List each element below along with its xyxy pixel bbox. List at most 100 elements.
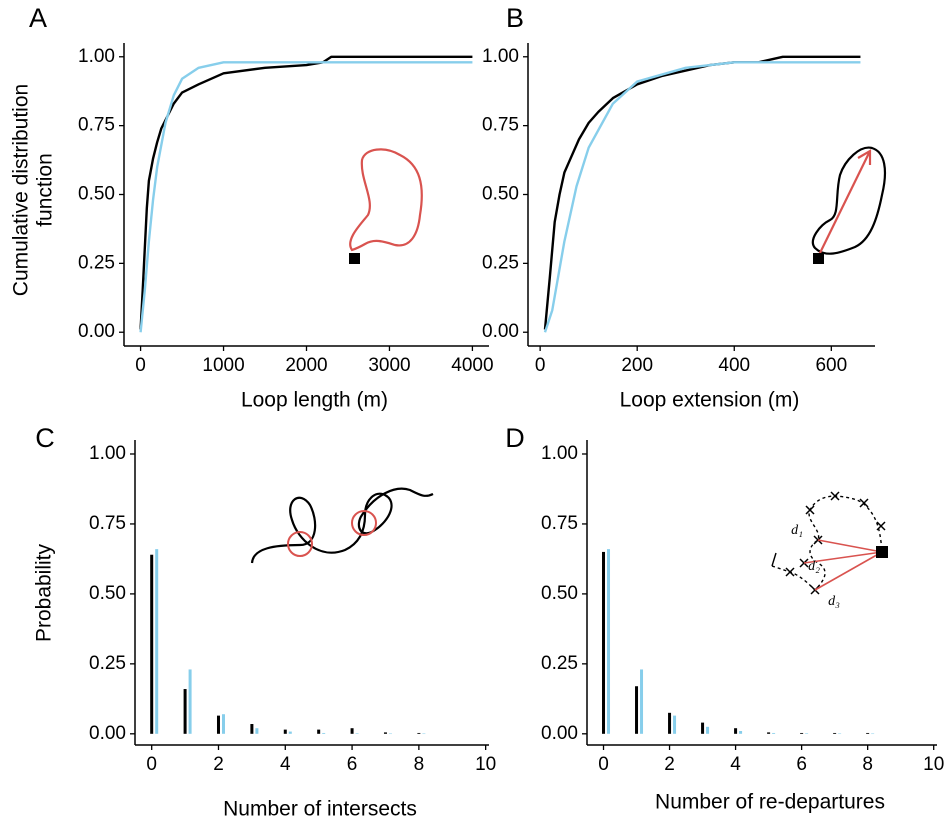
x-tick-label: 600 <box>815 355 847 376</box>
x-tick-label: 6 <box>347 754 358 775</box>
y-tick-label: 1.00 <box>78 46 115 67</box>
bar <box>734 728 738 734</box>
bar <box>150 554 154 734</box>
inset-loop <box>349 148 423 264</box>
bar <box>767 732 771 734</box>
x-tick-label: 1000 <box>202 355 244 376</box>
bar <box>772 732 776 734</box>
bar <box>607 549 611 734</box>
x-tick-label: 4 <box>730 754 741 775</box>
y-axis-title: Probability <box>33 543 56 642</box>
x-axis-title: Number of re-departures <box>655 791 885 814</box>
panel: 0.00 0.25 0.50 0.75 1.00 0 2 4 6 8 10 Number of int… <box>33 423 497 820</box>
inset-redepartures: d₁ d₂ d₃ <box>771 491 888 609</box>
panel: 0.00 0.25 0.50 0.75 1.00 0 2 4 6 8 10 Number of re-… <box>505 423 944 813</box>
bar <box>422 733 426 735</box>
panel-letter: D <box>505 423 525 453</box>
y-tick-label: 0.25 <box>89 653 126 674</box>
inset-label: d₁ <box>791 523 803 538</box>
bar <box>701 722 705 734</box>
x-tick-label: 400 <box>718 355 750 376</box>
x-tick-label: 8 <box>862 754 873 775</box>
y-tick-label: 0.00 <box>541 723 578 744</box>
x-tick-label: 4 <box>280 754 291 775</box>
bar <box>317 729 321 734</box>
x-tick-label: 2 <box>664 754 675 775</box>
y-tick-label: 0.50 <box>78 184 115 205</box>
x-tick-label: 0 <box>598 754 609 775</box>
bar <box>383 732 387 734</box>
x-tick-label: 4000 <box>451 355 493 376</box>
panel-letter: B <box>506 3 524 33</box>
y-tick-label: 0.00 <box>89 723 126 744</box>
inset-label: d₂ <box>808 559 820 574</box>
y-tick-label: 0.25 <box>78 252 115 273</box>
bar <box>417 732 421 734</box>
x-tick-label: 2000 <box>285 355 327 376</box>
bar <box>250 724 254 734</box>
y-tick-label: 0.25 <box>541 653 578 674</box>
inset-label: d₃ <box>828 594 840 609</box>
x-tick-label: 200 <box>621 355 653 376</box>
bar <box>739 731 743 734</box>
bar <box>800 732 804 734</box>
cdf-line <box>139 61 473 333</box>
panel: 0.00 0.25 0.50 0.75 1.00 0 1000 2000 3000 4000 Loo… <box>10 3 494 411</box>
panel: 0.00 0.25 0.50 0.75 1.00 0 200 400 600 Loop exten… <box>482 3 875 412</box>
x-tick-label: 0 <box>135 355 146 376</box>
bar <box>155 549 159 734</box>
bar <box>388 733 392 735</box>
bar <box>838 733 842 735</box>
y-axis-title: Cumulative distribution <box>10 84 33 296</box>
x-tick-label: 0 <box>535 355 546 376</box>
x-axis-title: Loop extension (m) <box>620 389 800 412</box>
x-tick-label: 0 <box>146 754 157 775</box>
x-tick-label: 2 <box>213 754 224 775</box>
bar <box>706 726 710 734</box>
bar <box>866 732 870 734</box>
y-tick-label: 0.75 <box>78 115 115 136</box>
inset-extension <box>811 146 887 264</box>
y-tick-label: 0.75 <box>541 513 578 534</box>
y-tick-label: 0.75 <box>482 115 519 136</box>
inset-intersects <box>250 487 434 564</box>
bar <box>635 686 639 734</box>
bar <box>283 729 287 734</box>
bar <box>288 731 292 734</box>
y-tick-label: 0.25 <box>482 252 519 273</box>
cdf-line <box>543 61 861 333</box>
y-tick-label: 0.50 <box>541 583 578 604</box>
y-axis-title: function <box>34 153 57 227</box>
bar <box>668 712 672 734</box>
y-tick-label: 0.75 <box>89 513 126 534</box>
y-tick-label: 1.00 <box>482 46 519 67</box>
y-tick-label: 1.00 <box>89 443 126 464</box>
x-axis-title: Loop length (m) <box>241 389 388 412</box>
bar <box>640 669 644 734</box>
y-tick-label: 1.00 <box>541 443 578 464</box>
bar <box>322 732 326 734</box>
y-tick-label: 0.50 <box>89 583 126 604</box>
bar <box>188 669 192 734</box>
panel-letter: A <box>29 3 47 33</box>
bar <box>805 733 809 734</box>
x-tick-label: 10 <box>923 754 944 775</box>
bar <box>871 733 875 735</box>
bar <box>833 732 837 734</box>
x-tick-label: 10 <box>475 754 496 775</box>
bar <box>221 714 225 734</box>
y-tick-label: 0.50 <box>482 184 519 205</box>
bar <box>255 728 259 734</box>
bar <box>183 689 187 734</box>
cdf-line <box>543 55 861 330</box>
x-tick-label: 3000 <box>368 355 410 376</box>
bar <box>602 551 606 734</box>
bar <box>350 728 354 734</box>
x-tick-label: 6 <box>796 754 807 775</box>
panel-letter: C <box>35 423 55 453</box>
x-tick-label: 8 <box>414 754 425 775</box>
y-tick-label: 0.00 <box>78 321 115 342</box>
x-axis-title: Number of intersects <box>223 798 417 821</box>
bar <box>673 715 677 734</box>
